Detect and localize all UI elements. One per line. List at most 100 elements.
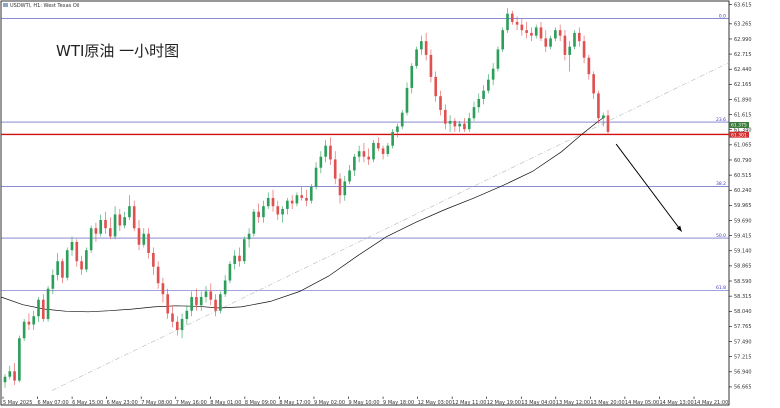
candle <box>118 208 122 231</box>
x-tick-label: 12 May 03:00 <box>418 400 452 406</box>
y-tick-label: 62.990 <box>734 37 752 43</box>
y-tick-label: 59.415 <box>734 233 752 239</box>
candle <box>300 186 304 201</box>
x-tick-label: 12 May 19:00 <box>487 400 521 406</box>
candle <box>348 164 351 185</box>
y-tick-label: 62.440 <box>734 67 752 73</box>
candle-body <box>219 294 222 311</box>
candle-body <box>501 30 505 50</box>
candle <box>381 145 385 160</box>
candlesticks <box>3 8 610 388</box>
candle-body <box>520 24 524 31</box>
candle-body <box>597 93 600 119</box>
y-tick-label: 59.965 <box>734 203 752 209</box>
price-label-bg <box>729 131 749 138</box>
candle <box>199 291 203 311</box>
candle <box>405 82 409 116</box>
candle-body <box>51 274 55 289</box>
x-tick-label: 6 May 07:00 <box>38 400 69 406</box>
candle <box>156 261 160 289</box>
candle <box>276 200 280 220</box>
x-tick-label: 7 May 08:00 <box>141 400 172 406</box>
candle <box>329 137 332 165</box>
candle-body <box>482 90 485 99</box>
candle <box>520 19 524 36</box>
projection-arrow <box>615 143 683 232</box>
candle <box>195 288 198 311</box>
candle-body <box>549 38 552 47</box>
candle-body <box>238 255 241 262</box>
candle <box>99 214 103 237</box>
candle <box>482 85 485 105</box>
candle <box>262 200 265 223</box>
candle <box>209 283 213 306</box>
candle <box>458 120 461 132</box>
candle <box>372 140 375 163</box>
candle-body <box>314 167 318 187</box>
y-tick-label: 63.615 <box>734 2 752 8</box>
candle <box>319 151 323 174</box>
candle <box>439 90 442 116</box>
y-tick-label: 57.765 <box>734 324 752 330</box>
candle-body <box>156 266 160 284</box>
candle-body <box>223 280 227 295</box>
candle <box>113 206 117 240</box>
candle-body <box>487 79 490 91</box>
candle <box>219 291 222 314</box>
candle-body <box>161 283 165 295</box>
candle-body <box>357 151 361 157</box>
candle <box>448 115 452 132</box>
candle-body <box>329 145 332 160</box>
x-tick-label: 5 May 2025 <box>3 400 32 406</box>
candle-body <box>463 123 466 130</box>
candle-body <box>372 142 375 160</box>
candle-body <box>443 109 447 124</box>
candle-body <box>13 371 16 381</box>
candle <box>32 310 36 330</box>
candle-body <box>166 294 170 314</box>
moving-average-line <box>0 116 606 313</box>
y-tick-label: 62.715 <box>734 52 752 58</box>
x-tick-label: 14 May 05:00 <box>625 400 659 406</box>
candle <box>525 21 528 39</box>
candle <box>56 252 59 281</box>
candle-body <box>400 112 404 127</box>
candle <box>496 46 500 72</box>
candle <box>27 313 31 330</box>
candle-body <box>123 217 126 226</box>
candle-body <box>113 214 117 237</box>
candle <box>453 118 457 132</box>
candle <box>544 30 548 53</box>
y-tick-label: 56.940 <box>734 370 752 376</box>
candle <box>338 173 342 204</box>
candle-body <box>424 41 428 55</box>
candle-body <box>458 123 461 127</box>
candle-body <box>104 219 107 229</box>
candle-body <box>472 107 476 119</box>
candle-body <box>376 142 380 149</box>
candle-body <box>587 57 591 75</box>
candle <box>41 294 45 322</box>
candle-body <box>190 296 193 311</box>
candle-body <box>295 195 299 204</box>
candle-body <box>94 228 98 234</box>
candle-body <box>171 313 174 322</box>
candle-body <box>286 200 289 209</box>
candle-body <box>448 120 452 124</box>
candle <box>391 129 394 149</box>
candle <box>214 294 217 317</box>
candle <box>89 225 93 253</box>
candle-body <box>180 318 184 330</box>
price-label-bg <box>729 122 749 129</box>
candle <box>247 228 251 248</box>
candle <box>587 54 591 80</box>
fib-label: 38.2 <box>716 181 726 187</box>
candle <box>309 184 313 204</box>
candle-body <box>573 32 576 47</box>
candle-body <box>381 148 385 154</box>
candle <box>147 228 150 259</box>
x-tick-label: 14 May 13:00 <box>659 400 693 406</box>
chart-title: WTI原油 一小时图 <box>56 42 179 60</box>
candle <box>357 145 361 163</box>
